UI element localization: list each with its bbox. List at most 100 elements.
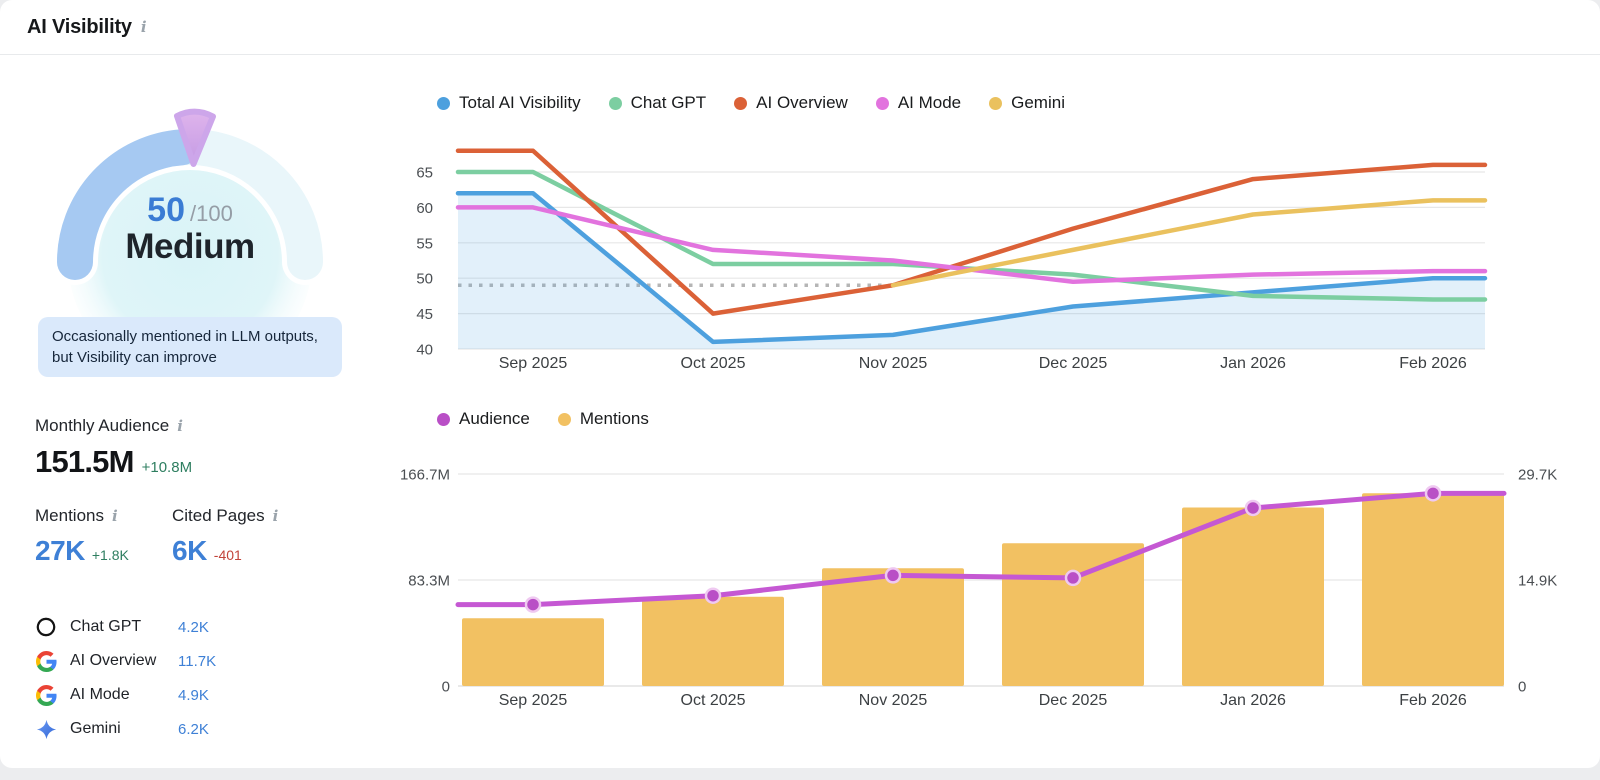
audience-point (884, 567, 902, 584)
x-tick-label: Feb 2026 (1399, 692, 1467, 709)
mentions-bar (1182, 507, 1324, 686)
right-axis-label: 14.9K (1518, 573, 1557, 590)
info-icon[interactable]: i (140, 17, 147, 36)
audience-point (1424, 485, 1442, 502)
gauge-level-text: Medium (125, 227, 254, 266)
platform-row-ai-mode[interactable]: AI Mode 4.9K (35, 678, 275, 712)
x-tick-label: Dec 2025 (1039, 355, 1108, 372)
platform-row-ai-overview[interactable]: AI Overview 11.7K (35, 644, 275, 678)
visibility-chart-legend: Total AI Visibility Chat GPT AI Overview AI… (437, 93, 1065, 113)
widget-header: AI Visibility i (0, 0, 1600, 55)
series-line-gemini (890, 198, 1488, 288)
series-line-ai-mode (455, 205, 1488, 284)
page-title: AI Visibility (27, 15, 132, 38)
audience-point (704, 587, 722, 604)
audience-point (524, 596, 542, 613)
x-tick-label: Nov 2025 (859, 355, 928, 372)
legend-dot (734, 96, 748, 110)
monthly-audience-label: Monthly Audience (35, 416, 170, 435)
legend-item-gemini[interactable]: Gemini (989, 93, 1065, 113)
monthly-audience-change: +10.8M (141, 459, 193, 476)
x-tick-label: Oct 2025 (681, 692, 746, 709)
x-tick-label: Sep 2025 (499, 355, 568, 372)
mentions-label: Mentions (35, 506, 104, 525)
y-tick-label: 45 (416, 306, 433, 323)
mentions-bar (462, 618, 604, 686)
legend-item-total-ai-visibility[interactable]: Total AI Visibility (437, 93, 581, 113)
gauge-score-text: 50/100 (147, 191, 233, 229)
platform-breakdown-list: Chat GPT 4.2K AI Overview 11.7K AI Mode 4.9… (35, 610, 275, 746)
platform-name: Chat GPT (70, 618, 142, 635)
cited-pages-stat: Cited Pages i 6K -401 (172, 506, 278, 567)
right-axis-label: 29.7K (1518, 467, 1557, 484)
gemini-icon (35, 718, 57, 740)
mentions-value: 27K (35, 535, 85, 566)
left-axis-label: 166.7M (400, 467, 450, 484)
info-icon[interactable]: i (111, 506, 118, 525)
platform-row-gemini[interactable]: Gemini 6.2K (35, 712, 275, 746)
x-tick-label: Oct 2025 (681, 355, 746, 372)
left-axis-label: 83.3M (408, 573, 450, 590)
chatgpt-icon (35, 616, 57, 638)
y-tick-label: 65 (416, 165, 433, 182)
legend-item-ai-overview[interactable]: AI Overview (734, 93, 848, 113)
x-tick-label: Nov 2025 (859, 692, 928, 709)
series-line-total-ai-visibility (455, 190, 1488, 345)
platform-name: AI Overview (70, 652, 157, 669)
visibility-gauge: 50/100 Medium (25, 92, 355, 382)
platform-name: Gemini (70, 720, 121, 737)
legend-dot (989, 96, 1003, 110)
cited-pages-label: Cited Pages (172, 506, 265, 525)
mentions-stat: Mentions i 27K +1.8K (35, 506, 172, 567)
legend-item-chat-gpt[interactable]: Chat GPT (608, 93, 706, 113)
cited-pages-change: -401 (213, 547, 242, 563)
mentions-bar (1002, 543, 1144, 686)
platform-value: 11.7K (178, 652, 217, 670)
area-fill-total-ai-visibility (458, 193, 1485, 349)
visibility-insight: Occasionally mentioned in LLM outputs, b… (38, 317, 342, 377)
info-icon[interactable]: i (272, 506, 279, 525)
series-line-ai-overview (455, 148, 1488, 316)
info-icon[interactable]: i (177, 416, 183, 435)
audience-point (1244, 499, 1262, 517)
google-icon (35, 650, 57, 672)
mentions-bar (642, 596, 784, 686)
monthly-audience-value: 151.5M (35, 444, 134, 479)
audience-mentions-chart[interactable]: 166.7M 29.7K 83.3M 14.9K 0 0 Sep 2025 Oct 2025 N… (380, 438, 1590, 716)
legend-item-mentions[interactable]: Mentions (557, 409, 649, 429)
platform-value: 6.2K (178, 720, 209, 738)
y-tick-label: 50 (416, 271, 433, 288)
gauge-value-arc (57, 129, 200, 280)
mentions-bar (1362, 493, 1504, 686)
gauge-arc: 50/100 Medium (52, 108, 328, 382)
legend-item-audience[interactable]: Audience (437, 409, 530, 429)
audience-point (1064, 569, 1082, 587)
platform-value: 4.2K (178, 618, 209, 636)
mentions-bar (822, 568, 964, 686)
google-icon (35, 684, 57, 706)
x-tick-label: Jan 2026 (1220, 692, 1286, 709)
y-tick-label: 40 (416, 342, 433, 359)
visibility-trend-chart[interactable]: 40 45 50 55 60 65 Sep 2025 Oct 2025 Nov 2025 Dec … (400, 128, 1590, 386)
left-axis-label: 0 (442, 679, 450, 696)
right-axis-label: 0 (1518, 679, 1526, 696)
cited-pages-value: 6K (172, 535, 207, 566)
legend-dot (557, 412, 571, 426)
x-tick-label: Feb 2026 (1399, 355, 1467, 372)
gauge-needle-wedge (174, 108, 216, 167)
y-tick-label: 60 (416, 200, 433, 217)
y-tick-label: 55 (416, 235, 433, 252)
mentions-change: +1.8K (91, 547, 129, 563)
legend-dot (437, 412, 450, 426)
legend-item-ai-mode[interactable]: AI Mode (875, 93, 961, 113)
monthly-audience-stat: Monthly Audience i 151.5M +10.8M (35, 416, 192, 480)
x-tick-label: Sep 2025 (499, 692, 568, 709)
mentions-cited-stats: Mentions i 27K +1.8K Cited Pages i 6K -4… (35, 506, 278, 567)
legend-dot (608, 96, 622, 110)
x-tick-label: Dec 2025 (1039, 692, 1108, 709)
audience-chart-legend: Audience Mentions (437, 409, 649, 429)
legend-dot (437, 96, 450, 110)
audience-line (455, 490, 1507, 608)
platform-row-chat-gpt[interactable]: Chat GPT 4.2K (35, 610, 275, 644)
